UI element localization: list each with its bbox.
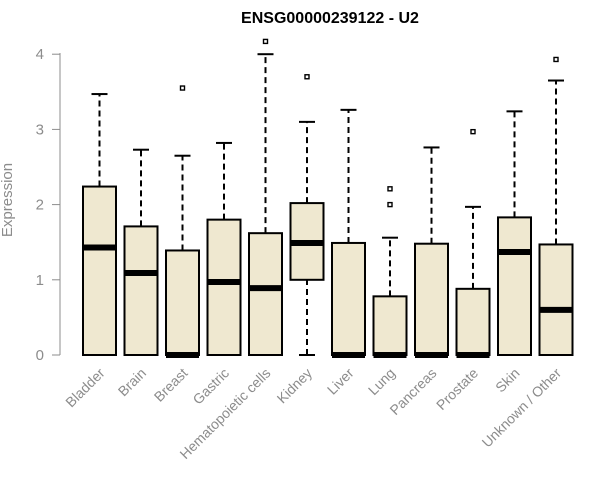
box-bladder (82, 93, 117, 356)
box-iqr (538, 243, 574, 356)
box-iqr (414, 242, 449, 356)
box-iqr (123, 225, 159, 356)
x-tick-label: Skin (492, 365, 523, 396)
outlier-point (304, 74, 310, 80)
outlier-point (262, 38, 269, 45)
y-tick-label: 4 (36, 46, 44, 63)
x-tick-label: Kidney (274, 365, 316, 407)
box-iqr (206, 218, 242, 356)
box-iqr (165, 249, 200, 356)
x-tick-label: Bladder (62, 365, 108, 411)
box-series (82, 38, 574, 358)
box-iqr (372, 295, 408, 356)
y-axis-label: Expression (0, 163, 16, 237)
outlier-point (470, 128, 476, 135)
chart-title: ENSG00000239122 - U2 (241, 10, 419, 27)
box-kidney (289, 74, 325, 356)
box-pancreas (414, 146, 449, 358)
box-breast (165, 85, 200, 358)
x-tick-label: Breast (151, 365, 191, 405)
box-iqr (331, 241, 366, 356)
box-lung (372, 186, 408, 358)
y-tick-label: 1 (36, 272, 44, 289)
outlier-point (387, 186, 393, 192)
x-tick-label: Liver (324, 365, 357, 398)
box-liver (331, 108, 366, 358)
box-unknown-other (538, 56, 574, 356)
box-gastric (206, 141, 242, 356)
outlier-point (553, 56, 559, 63)
x-tick-label: Prostate (433, 365, 481, 413)
box-iqr (497, 216, 532, 356)
box-hematopoietic-cells (248, 38, 283, 356)
box-iqr (82, 185, 117, 356)
y-tick-label: 2 (36, 197, 44, 214)
box-prostate (455, 128, 491, 358)
x-tick-label: Unknown / Other (479, 365, 565, 451)
outlier-point (387, 201, 393, 208)
y-tick-label: 0 (36, 347, 44, 364)
box-iqr (455, 287, 491, 357)
box-skin (497, 110, 532, 356)
x-tick-label: Brain (115, 365, 149, 399)
box-brain (123, 148, 159, 356)
x-tick-label: Lung (365, 365, 398, 398)
outlier-point (179, 85, 186, 91)
box-iqr (248, 232, 283, 356)
y-axis-ticks: 0 1 2 3 4 (36, 46, 60, 364)
y-tick-label: 3 (36, 121, 44, 138)
